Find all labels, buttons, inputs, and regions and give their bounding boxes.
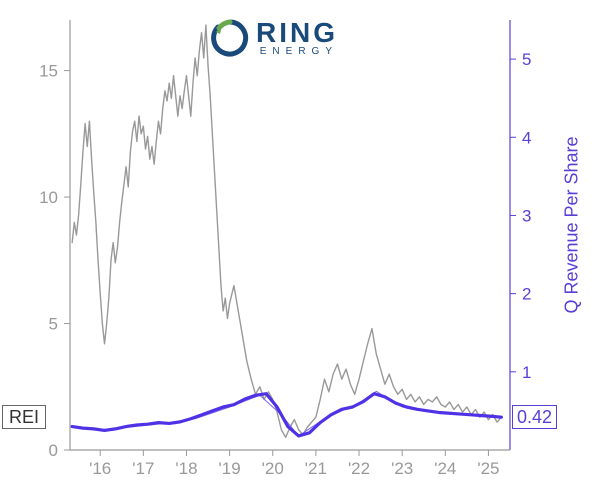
ticker-box: REI xyxy=(2,405,46,429)
svg-text:0: 0 xyxy=(49,441,58,460)
ring-icon xyxy=(210,18,250,58)
svg-text:'17: '17 xyxy=(132,459,154,478)
right-axis-title: Q Revenue Per Share xyxy=(562,136,583,313)
svg-text:5: 5 xyxy=(49,315,58,334)
svg-text:1: 1 xyxy=(522,363,531,382)
svg-text:3: 3 xyxy=(522,206,531,225)
chart-container: 0 5 10 15 1 2 3 4 5 '16 '17 '18 '19 '20 '21 '22 '23 '24 '2… xyxy=(0,0,600,500)
svg-text:'16: '16 xyxy=(89,459,111,478)
svg-text:2: 2 xyxy=(522,285,531,304)
svg-text:'19: '19 xyxy=(219,459,241,478)
logo-text: RING ENERGY xyxy=(256,19,338,57)
value-box: 0.42 xyxy=(512,405,557,429)
svg-text:15: 15 xyxy=(39,62,58,81)
company-logo: RING ENERGY xyxy=(210,18,338,58)
svg-text:'23: '23 xyxy=(391,459,413,478)
svg-text:'25: '25 xyxy=(477,459,499,478)
logo-text-sub: ENERGY xyxy=(256,47,338,57)
svg-text:10: 10 xyxy=(39,188,58,207)
svg-text:'21: '21 xyxy=(305,459,327,478)
svg-text:'20: '20 xyxy=(262,459,284,478)
svg-text:4: 4 xyxy=(522,128,531,147)
chart-svg: 0 5 10 15 1 2 3 4 5 '16 '17 '18 '19 '20 '21 '22 '23 '24 '2… xyxy=(0,0,600,500)
svg-text:'18: '18 xyxy=(175,459,197,478)
ticker-label: REI xyxy=(9,407,39,427)
svg-text:5: 5 xyxy=(522,50,531,69)
svg-text:'22: '22 xyxy=(348,459,370,478)
logo-text-main: RING xyxy=(256,19,338,47)
svg-text:'24: '24 xyxy=(434,459,456,478)
value-label: 0.42 xyxy=(517,407,552,427)
